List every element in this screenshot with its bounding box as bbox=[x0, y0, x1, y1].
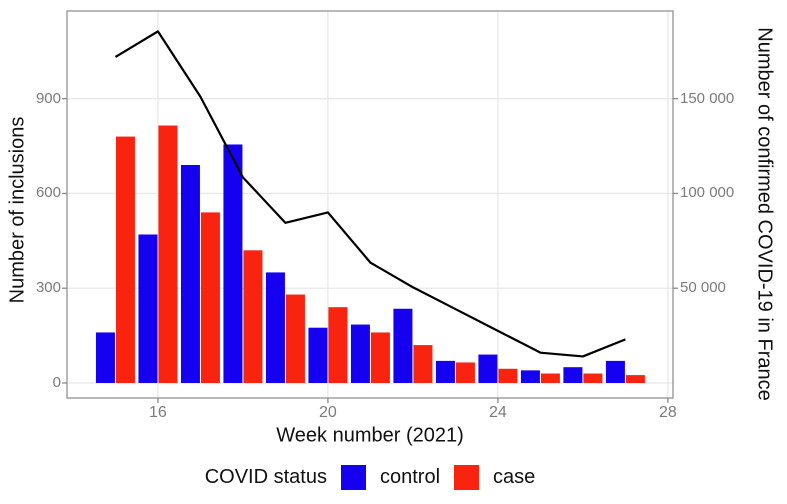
left-axis-title: Number of inclusions bbox=[6, 116, 29, 304]
bar-case-week-21 bbox=[370, 332, 390, 383]
left-axis-tick-label: 900 bbox=[35, 89, 61, 107]
bottom-axis-tick-label: 28 bbox=[658, 404, 677, 421]
bar-case-week-18 bbox=[243, 250, 263, 383]
right-axis-title: Number of confirmed COVID-19 in France bbox=[753, 27, 776, 401]
bar-case-week-17 bbox=[200, 212, 220, 383]
legend-swatch-case bbox=[454, 464, 480, 490]
bar-case-week-22 bbox=[413, 345, 433, 383]
bar-control-week-27 bbox=[605, 360, 625, 383]
bar-case-week-25 bbox=[540, 373, 560, 383]
bar-control-week-19 bbox=[265, 272, 285, 383]
bar-control-week-16 bbox=[138, 234, 158, 383]
legend-label-case: case bbox=[493, 465, 536, 488]
bar-control-week-21 bbox=[350, 324, 370, 383]
bar-control-week-24 bbox=[478, 354, 498, 383]
legend-title: COVID status bbox=[204, 465, 327, 488]
bar-control-week-25 bbox=[520, 370, 540, 383]
bottom-axis-tick-label: 20 bbox=[319, 404, 337, 421]
bottom-axis-tick-label: 24 bbox=[489, 404, 507, 421]
bar-case-week-24 bbox=[498, 368, 518, 383]
bar-control-week-20 bbox=[308, 327, 328, 383]
bar-control-week-22 bbox=[393, 308, 413, 383]
right-axis-tick-label: 50 000 bbox=[680, 279, 726, 297]
bar-case-week-19 bbox=[285, 294, 305, 383]
bar-control-week-17 bbox=[180, 165, 200, 383]
bottom-axis-tick-label: 16 bbox=[149, 404, 167, 421]
bar-control-week-26 bbox=[563, 367, 583, 383]
bar-case-week-16 bbox=[158, 125, 178, 383]
x-axis-title: Week number (2021) bbox=[276, 424, 464, 447]
panel-border bbox=[66, 10, 674, 399]
bar-case-week-15 bbox=[115, 136, 135, 383]
bar-case-week-20 bbox=[328, 307, 348, 383]
covid-cases-line bbox=[114, 30, 626, 358]
bar-control-week-18 bbox=[223, 144, 243, 383]
legend: COVID status control case bbox=[0, 462, 740, 492]
left-axis-tick-label: 0 bbox=[52, 373, 61, 391]
right-axis-tick-label: 150 000 bbox=[680, 89, 735, 107]
legend-label-control: control bbox=[379, 465, 441, 488]
bar-case-week-27 bbox=[625, 375, 645, 383]
bar-case-week-26 bbox=[583, 373, 603, 383]
legend-swatch-control bbox=[340, 464, 366, 490]
right-axis-tick-label: 100 000 bbox=[680, 184, 735, 202]
left-axis-tick-label: 600 bbox=[35, 184, 61, 202]
bar-control-week-15 bbox=[95, 332, 115, 383]
bar-control-week-23 bbox=[435, 360, 455, 383]
bar-case-week-23 bbox=[455, 362, 475, 383]
left-axis-tick-label: 300 bbox=[35, 279, 61, 297]
